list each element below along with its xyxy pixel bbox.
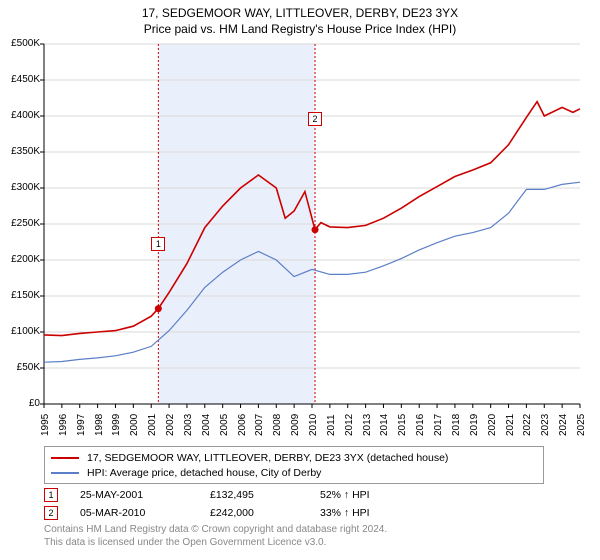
y-tick-label: £100K: [0, 326, 40, 337]
x-tick-label: 2012: [344, 414, 355, 436]
x-tick-label: 2022: [522, 414, 533, 436]
x-tick-label: 2018: [451, 414, 462, 436]
x-tick-label: 2014: [379, 414, 390, 436]
y-tick-label: £350K: [0, 146, 40, 157]
line-chart: [44, 44, 580, 404]
legend: 17, SEDGEMOOR WAY, LITTLEOVER, DERBY, DE…: [44, 446, 544, 484]
x-tick-label: 2025: [576, 414, 587, 436]
transaction-marker: 1: [44, 488, 58, 502]
transaction-row: 1 25-MAY-2001£132,49552% ↑ HPI: [44, 486, 420, 504]
y-tick-label: £250K: [0, 218, 40, 229]
transaction-table: 1 25-MAY-2001£132,49552% ↑ HPI 2 05-MAR-201…: [44, 486, 420, 522]
chart-marker-label: 2: [308, 112, 322, 126]
y-tick-label: £300K: [0, 182, 40, 193]
x-tick-label: 2015: [397, 414, 408, 436]
x-tick-label: 1997: [76, 414, 87, 436]
x-tick-label: 2011: [326, 414, 337, 436]
transaction-date: 25-MAY-2001: [80, 489, 210, 501]
transaction-marker: 2: [44, 506, 58, 520]
x-tick-label: 2013: [362, 414, 373, 436]
x-tick-label: 2010: [308, 414, 319, 436]
x-tick-label: 2000: [129, 414, 140, 436]
x-tick-label: 2021: [505, 414, 516, 436]
title-block: 17, SEDGEMOOR WAY, LITTLEOVER, DERBY, DE…: [0, 0, 600, 36]
x-tick-label: 2001: [147, 414, 158, 436]
footer-line-1: Contains HM Land Registry data © Crown c…: [44, 524, 387, 537]
x-tick-label: 2023: [540, 414, 551, 436]
x-tick-label: 1998: [94, 414, 105, 436]
legend-text: HPI: Average price, detached house, City…: [87, 467, 321, 479]
chart-area: £0£50K£100K£150K£200K£250K£300K£350K£400…: [44, 44, 580, 404]
title-line-2: Price paid vs. HM Land Registry's House …: [0, 22, 600, 36]
y-tick-label: £450K: [0, 74, 40, 85]
transaction-pct: 33% ↑ HPI: [320, 507, 420, 519]
x-tick-label: 2002: [165, 414, 176, 436]
x-tick-label: 2004: [201, 414, 212, 436]
legend-color-line: [51, 472, 79, 474]
legend-color-line: [51, 457, 79, 459]
x-tick-label: 2006: [237, 414, 248, 436]
footer: Contains HM Land Registry data © Crown c…: [44, 524, 387, 549]
y-tick-label: £500K: [0, 38, 40, 49]
x-tick-label: 2020: [487, 414, 498, 436]
footer-line-2: This data is licensed under the Open Gov…: [44, 537, 387, 550]
legend-item: HPI: Average price, detached house, City…: [51, 465, 537, 480]
x-tick-label: 1999: [111, 414, 122, 436]
legend-item: 17, SEDGEMOOR WAY, LITTLEOVER, DERBY, DE…: [51, 450, 537, 465]
y-tick-label: £150K: [0, 290, 40, 301]
x-tick-label: 2016: [415, 414, 426, 436]
y-tick-label: £200K: [0, 254, 40, 265]
chart-marker-label: 1: [151, 237, 165, 251]
x-tick-label: 2007: [254, 414, 265, 436]
y-tick-label: £0: [0, 398, 40, 409]
transaction-pct: 52% ↑ HPI: [320, 489, 420, 501]
y-tick-label: £50K: [0, 362, 40, 373]
x-tick-label: 2019: [469, 414, 480, 436]
transaction-price: £132,495: [210, 489, 320, 501]
x-tick-label: 1996: [58, 414, 69, 436]
chart-container: 17, SEDGEMOOR WAY, LITTLEOVER, DERBY, DE…: [0, 0, 600, 560]
x-tick-label: 2005: [219, 414, 230, 436]
x-tick-label: 1995: [40, 414, 51, 436]
x-tick-label: 2008: [272, 414, 283, 436]
title-line-1: 17, SEDGEMOOR WAY, LITTLEOVER, DERBY, DE…: [0, 6, 600, 20]
legend-text: 17, SEDGEMOOR WAY, LITTLEOVER, DERBY, DE…: [87, 452, 448, 464]
x-tick-label: 2017: [433, 414, 444, 436]
x-tick-label: 2003: [183, 414, 194, 436]
y-tick-label: £400K: [0, 110, 40, 121]
x-tick-label: 2024: [558, 414, 569, 436]
x-tick-label: 2009: [290, 414, 301, 436]
transaction-date: 05-MAR-2010: [80, 507, 210, 519]
transaction-row: 2 05-MAR-2010£242,00033% ↑ HPI: [44, 504, 420, 522]
transaction-price: £242,000: [210, 507, 320, 519]
